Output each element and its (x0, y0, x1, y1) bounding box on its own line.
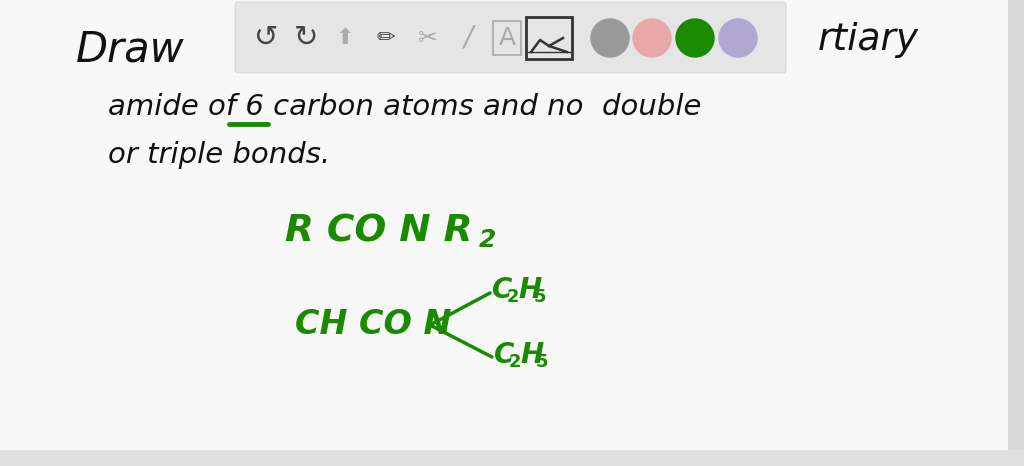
Text: amide of 6 carbon atoms and no  double: amide of 6 carbon atoms and no double (108, 93, 701, 121)
Text: C: C (492, 276, 512, 304)
Text: 2: 2 (509, 353, 521, 371)
Text: H: H (520, 341, 544, 369)
Text: R CO N R: R CO N R (285, 214, 472, 250)
Bar (0, 450, 1024, 466)
FancyBboxPatch shape (526, 17, 572, 59)
Text: 2: 2 (479, 228, 497, 252)
FancyBboxPatch shape (234, 2, 786, 73)
Text: ✏: ✏ (377, 28, 395, 48)
Text: or triple bonds.: or triple bonds. (108, 141, 330, 169)
Text: ↺: ↺ (254, 24, 279, 52)
Text: H: H (518, 276, 542, 304)
Text: rtiary: rtiary (817, 22, 919, 58)
Text: /: / (463, 24, 473, 52)
Text: ↻: ↻ (294, 24, 318, 52)
Text: 5: 5 (536, 353, 549, 371)
Circle shape (676, 19, 714, 57)
Circle shape (591, 19, 629, 57)
Text: 2: 2 (507, 288, 519, 306)
Text: CH CO N: CH CO N (295, 308, 452, 342)
Text: Draw: Draw (76, 29, 184, 71)
Text: A: A (499, 26, 515, 50)
Circle shape (633, 19, 671, 57)
Text: ⬆: ⬆ (336, 28, 354, 48)
Circle shape (719, 19, 757, 57)
Text: ✂: ✂ (418, 26, 438, 50)
Bar (1008, 0, 1024, 466)
Text: 5: 5 (534, 288, 547, 306)
Text: C: C (494, 341, 514, 369)
